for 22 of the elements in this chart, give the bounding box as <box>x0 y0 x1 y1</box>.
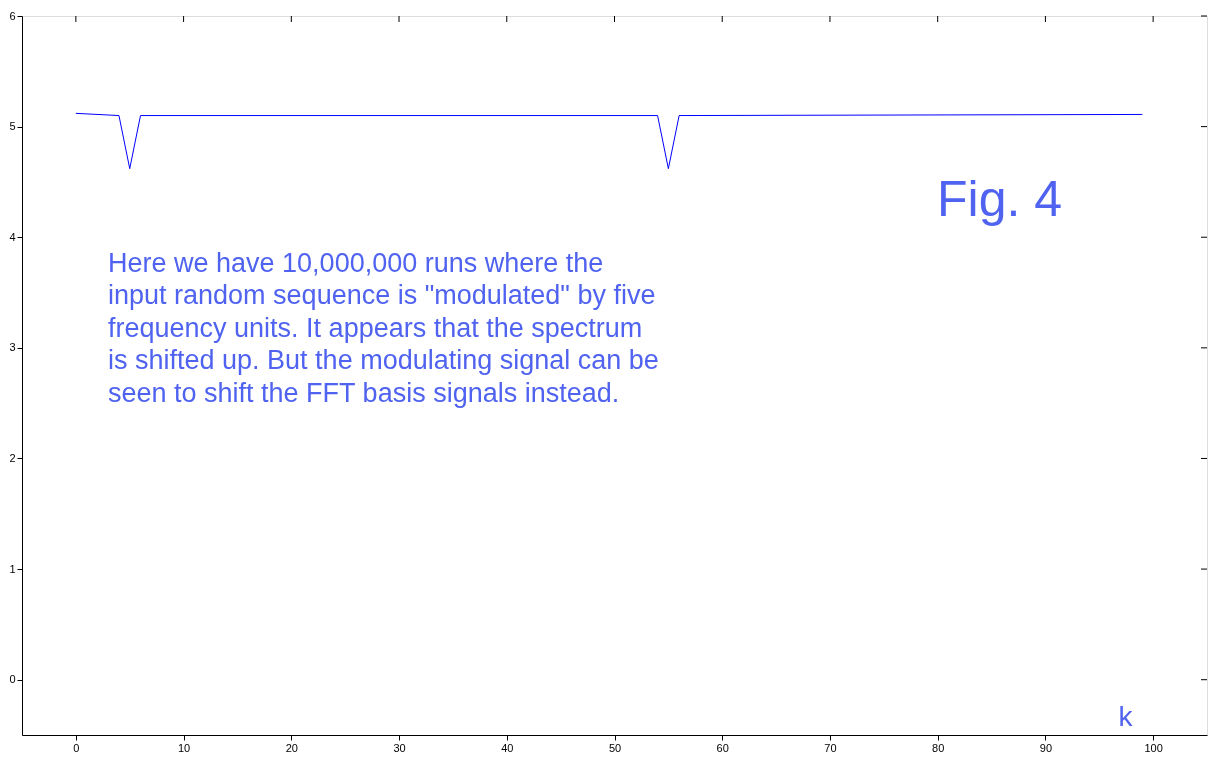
y-tick-label: 4 <box>9 230 16 243</box>
x-tick-label: 90 <box>1039 741 1053 754</box>
x-tick-label: 100 <box>1144 741 1163 754</box>
y-tick-label: 6 <box>9 9 16 22</box>
x-tick-label: 20 <box>285 741 298 754</box>
y-tick-label: 5 <box>9 120 16 133</box>
x-tick-label: 50 <box>608 741 622 754</box>
y-tick-label: 1 <box>9 562 16 575</box>
x-tick-label: 40 <box>501 741 514 754</box>
line-series <box>75 112 1143 170</box>
x-axis-title: k <box>1118 700 1134 732</box>
x-tick-label: 10 <box>177 741 191 754</box>
y-tick-label: 3 <box>9 341 16 354</box>
y-tick-label: 0 <box>9 673 16 686</box>
annotation: Fig. 4 <box>937 171 1063 227</box>
x-tick-label: 30 <box>393 741 406 754</box>
x-tick-label: 80 <box>932 741 945 754</box>
y-tick-label: 2 <box>9 451 16 464</box>
annotation: Here we have 10,000,000 runs where the input random sequence is "modulated" by five frequency units. It appears that the spectrum is shifted up. But the modulating signal can be seen to shift the FFT basis signals instead. <box>108 248 659 408</box>
x-tick-label: 70 <box>824 741 837 754</box>
x-tick-label: 60 <box>716 741 729 754</box>
x-tick-label: 0 <box>73 741 80 754</box>
